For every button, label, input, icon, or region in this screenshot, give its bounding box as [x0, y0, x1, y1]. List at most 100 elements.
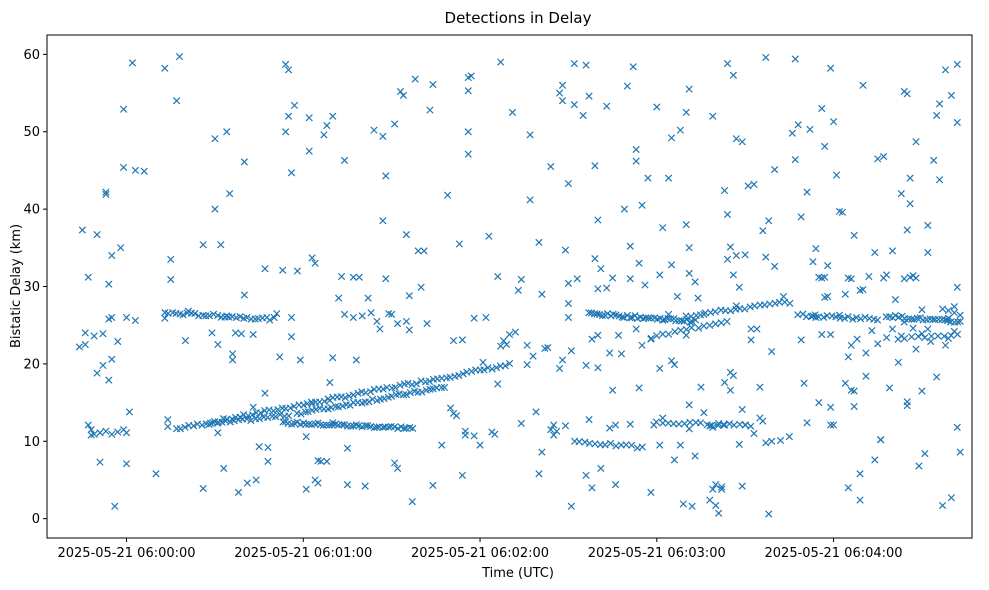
- scatter-point: [933, 373, 941, 381]
- scatter-point: [470, 432, 478, 440]
- scatter-point: [390, 120, 399, 128]
- track-point: [861, 313, 869, 321]
- scatter-point: [343, 444, 352, 452]
- track-point: [751, 302, 759, 310]
- scatter-point: [393, 320, 402, 328]
- scatter-point: [850, 231, 858, 240]
- scatter-point: [461, 431, 469, 439]
- scatter-point: [611, 480, 620, 489]
- scatter-point: [924, 248, 932, 257]
- scatter-point: [570, 60, 578, 68]
- scatter-point: [167, 255, 175, 264]
- scatter-point: [944, 334, 953, 342]
- scatter-point: [526, 131, 534, 139]
- track-point: [385, 423, 393, 431]
- track-point: [618, 313, 626, 321]
- track-point: [390, 423, 399, 431]
- scatter-point: [882, 333, 891, 342]
- scatter-point: [903, 90, 911, 98]
- scatter-point: [558, 97, 567, 105]
- scatter-point: [396, 87, 405, 96]
- track-point: [257, 409, 265, 417]
- scatter-point: [214, 429, 222, 437]
- scatter-point: [502, 340, 511, 349]
- scatter-point: [738, 138, 746, 146]
- scatter-point: [228, 350, 237, 358]
- scatter-point: [835, 311, 844, 319]
- scatter-point: [779, 292, 788, 301]
- track-point: [455, 371, 463, 380]
- scatter-point: [723, 255, 732, 264]
- track-point: [266, 316, 274, 324]
- scatter-series: [75, 53, 964, 518]
- track-point: [626, 314, 634, 322]
- track-point: [406, 388, 414, 397]
- scatter-point: [329, 354, 337, 362]
- scatter-point: [732, 135, 740, 143]
- track-point: [332, 402, 340, 411]
- scatter-point: [888, 247, 897, 255]
- track-point: [346, 401, 354, 409]
- scatter-point: [326, 396, 334, 404]
- track-point: [913, 314, 922, 322]
- scatter-point: [670, 456, 679, 464]
- track-point: [747, 422, 755, 430]
- track-point: [373, 423, 381, 431]
- scatter-point: [608, 386, 617, 394]
- scatter-point: [935, 176, 944, 184]
- scatter-point: [108, 355, 116, 363]
- scatter-point: [308, 254, 316, 262]
- scatter-point: [594, 285, 602, 293]
- scatter-point: [856, 496, 864, 504]
- scatter-point: [812, 244, 820, 253]
- scatter-point: [482, 313, 490, 322]
- scatter-point: [659, 224, 667, 232]
- scatter-point: [523, 341, 531, 349]
- scatter-point: [455, 240, 464, 248]
- scatter-point: [279, 266, 287, 274]
- scatter-point: [818, 104, 826, 113]
- scatter-point: [281, 60, 290, 69]
- scatter-point: [494, 380, 502, 388]
- scatter-point: [933, 111, 941, 120]
- scatter-point: [343, 480, 352, 489]
- scatter-point: [841, 290, 849, 298]
- scatter-point: [759, 417, 767, 425]
- scatter-point: [865, 272, 873, 281]
- scatter-point: [449, 337, 458, 345]
- scatter-point: [921, 450, 929, 458]
- scatter-point: [635, 259, 643, 267]
- scatter-point: [682, 220, 690, 229]
- scatter-point: [623, 82, 631, 90]
- scatter-point: [821, 273, 829, 281]
- scatter-point: [175, 53, 184, 61]
- scatter-point: [656, 364, 664, 373]
- scatter-point: [102, 190, 110, 199]
- scatter-point: [181, 337, 190, 345]
- scatter-point: [382, 275, 390, 283]
- scatter-point: [847, 341, 855, 349]
- scatter-point: [762, 439, 770, 447]
- scatter-point: [750, 180, 758, 188]
- scatter-point: [588, 484, 596, 492]
- scatter-point: [340, 310, 349, 318]
- scatter-point: [323, 121, 331, 130]
- scatter-point: [720, 421, 729, 429]
- scatter-point: [953, 423, 961, 431]
- track-point: [696, 419, 705, 427]
- scatter-point: [93, 231, 101, 239]
- scatter-point: [161, 314, 169, 322]
- scatter-point: [446, 404, 455, 412]
- scatter-point: [912, 138, 920, 146]
- track-point: [907, 333, 916, 341]
- scatter-point: [909, 324, 917, 332]
- track-point: [459, 370, 467, 378]
- scatter-point: [370, 126, 378, 134]
- track-point: [387, 392, 396, 400]
- scatter-point: [815, 398, 823, 407]
- scatter-point: [918, 330, 926, 338]
- scatter-point: [78, 226, 86, 234]
- scatter-point: [850, 402, 858, 411]
- scatter-point: [732, 251, 740, 260]
